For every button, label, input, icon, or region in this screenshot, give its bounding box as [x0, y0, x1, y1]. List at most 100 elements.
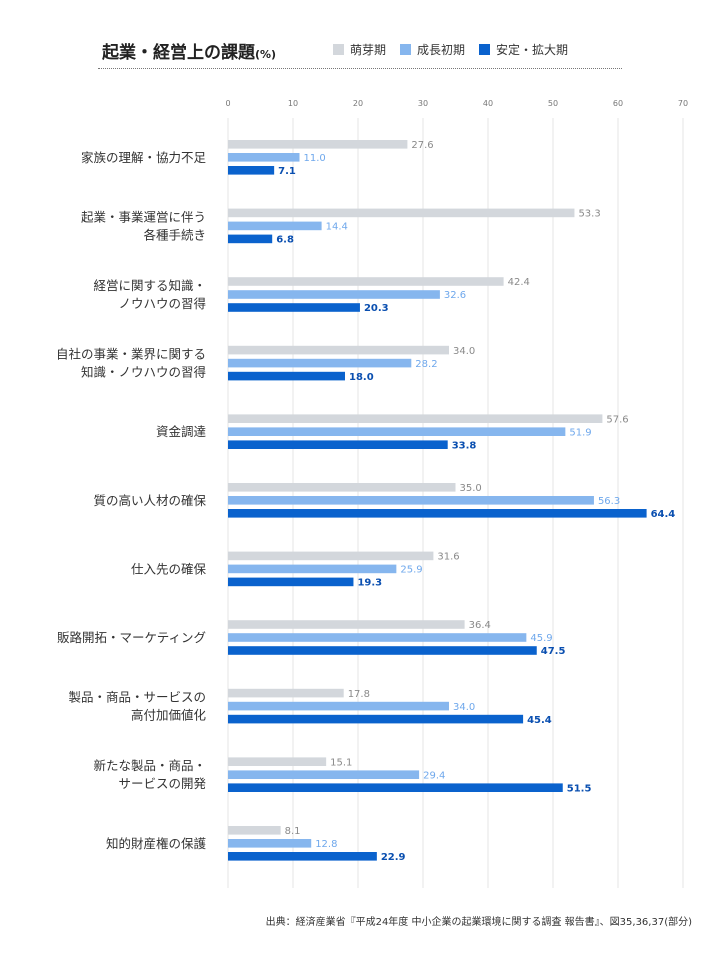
bar — [228, 852, 377, 861]
bar — [228, 826, 281, 835]
data-label: 6.8 — [276, 235, 294, 246]
category-label: 質の高い人材の確保 — [93, 493, 206, 508]
bar — [228, 646, 537, 655]
bar — [228, 303, 360, 312]
chart-title: 起業・経営上の課題(%) — [102, 38, 276, 63]
category-label: ノウハウの習得 — [118, 296, 206, 311]
data-label: 22.9 — [381, 852, 406, 863]
bar — [228, 166, 275, 175]
x-tick-label: 60 — [613, 99, 623, 108]
bar — [228, 414, 603, 423]
legend-label-antei: 安定・拡大期 — [496, 43, 569, 57]
legend-item-antei: 安定・拡大期 — [479, 41, 568, 58]
data-label: 29.4 — [423, 770, 445, 781]
category-label: 自社の事業・業界に関する — [56, 347, 206, 362]
bar — [228, 714, 524, 724]
bar — [228, 839, 312, 848]
data-label: 33.8 — [452, 440, 477, 451]
x-tick-label: 20 — [353, 99, 363, 108]
bar — [228, 509, 647, 518]
bar — [228, 234, 273, 244]
legend: 萌芽期 成長初期 安定・拡大期 — [333, 41, 568, 58]
bar — [228, 371, 345, 381]
data-label: 34.0 — [453, 346, 475, 357]
data-label: 20.3 — [364, 303, 389, 314]
bar — [228, 757, 327, 766]
data-label: 42.4 — [508, 277, 530, 288]
bar — [228, 701, 449, 711]
data-label: 14.4 — [326, 222, 348, 233]
data-label: 51.5 — [567, 783, 592, 794]
data-label: 25.9 — [400, 565, 422, 576]
legend-item-hoga: 萌芽期 — [333, 41, 386, 58]
bar — [228, 770, 420, 779]
data-label: 28.2 — [415, 359, 437, 370]
data-label: 19.3 — [357, 578, 382, 589]
category-label: 高付加価値化 — [131, 708, 207, 723]
data-label: 31.6 — [437, 552, 459, 563]
bar — [228, 783, 563, 792]
bar — [228, 577, 354, 587]
category-label: 販路開拓・マーケティング — [57, 630, 206, 645]
data-label: 64.4 — [651, 509, 676, 520]
bar — [228, 483, 456, 492]
data-label: 45.9 — [530, 633, 552, 644]
data-label: 27.6 — [411, 140, 433, 151]
data-label: 56.3 — [598, 496, 620, 507]
bar — [228, 277, 504, 286]
bar — [228, 496, 594, 505]
chart-title-text: 起業・経営上の課題 — [102, 43, 255, 63]
x-tick-label: 0 — [225, 99, 230, 108]
bar — [228, 221, 322, 231]
data-label: 32.6 — [444, 290, 466, 301]
bar — [228, 688, 344, 698]
category-label: サービスの開発 — [118, 776, 206, 791]
data-label: 53.3 — [578, 209, 600, 220]
category-label: 製品・商品・サービスの — [68, 690, 206, 705]
data-label: 18.0 — [349, 372, 374, 383]
bar — [228, 208, 575, 218]
legend-swatch-antei — [479, 44, 491, 55]
data-label: 35.0 — [460, 483, 482, 494]
bar — [228, 140, 408, 149]
data-label: 17.8 — [348, 689, 370, 700]
data-label: 51.9 — [569, 427, 591, 438]
category-label: 知的財産権の保護 — [106, 836, 207, 851]
x-tick-label: 10 — [288, 99, 298, 108]
legend-swatch-hoga — [333, 44, 344, 55]
bar — [228, 358, 412, 368]
bar — [228, 620, 465, 629]
data-label: 8.1 — [285, 826, 301, 837]
bar — [228, 427, 566, 436]
category-label: 仕入先の確保 — [131, 561, 207, 576]
bar — [228, 633, 527, 642]
bar — [228, 345, 449, 355]
bar — [228, 551, 434, 561]
chart-title-unit: (%) — [255, 48, 277, 61]
legend-label-seicho: 成長初期 — [417, 43, 466, 57]
data-label: 15.1 — [330, 757, 352, 768]
category-label: 起業・事業運営に伴う — [81, 209, 206, 224]
bar — [228, 564, 397, 574]
category-label: 経営に関する知識・ — [93, 278, 206, 293]
category-label: 家族の理解・協力不足 — [81, 150, 207, 165]
chart-header: 起業・経営上の課題(%) 萌芽期 成長初期 安定・拡大期 — [98, 38, 622, 69]
data-label: 12.8 — [315, 839, 337, 850]
legend-label-hoga: 萌芽期 — [350, 43, 387, 57]
x-tick-label: 40 — [483, 99, 493, 108]
data-label: 36.4 — [469, 620, 491, 631]
bar — [228, 153, 300, 162]
data-label: 34.0 — [453, 702, 475, 713]
data-label: 57.6 — [606, 414, 628, 425]
x-tick-label: 50 — [548, 99, 558, 108]
data-label: 7.1 — [278, 166, 296, 177]
legend-swatch-seicho — [400, 44, 412, 55]
category-label: 新たな製品・商品・ — [93, 758, 206, 773]
x-tick-label: 30 — [418, 99, 428, 108]
category-label: 各種手続き — [143, 227, 206, 242]
data-label: 47.5 — [541, 646, 566, 657]
category-label: 知識・ノウハウの習得 — [81, 365, 206, 380]
source-note: 出典：経済産業省『平成24年度 中小企業の起業環境に関する調査 報告書』、図35… — [265, 917, 692, 928]
bar — [228, 440, 448, 449]
